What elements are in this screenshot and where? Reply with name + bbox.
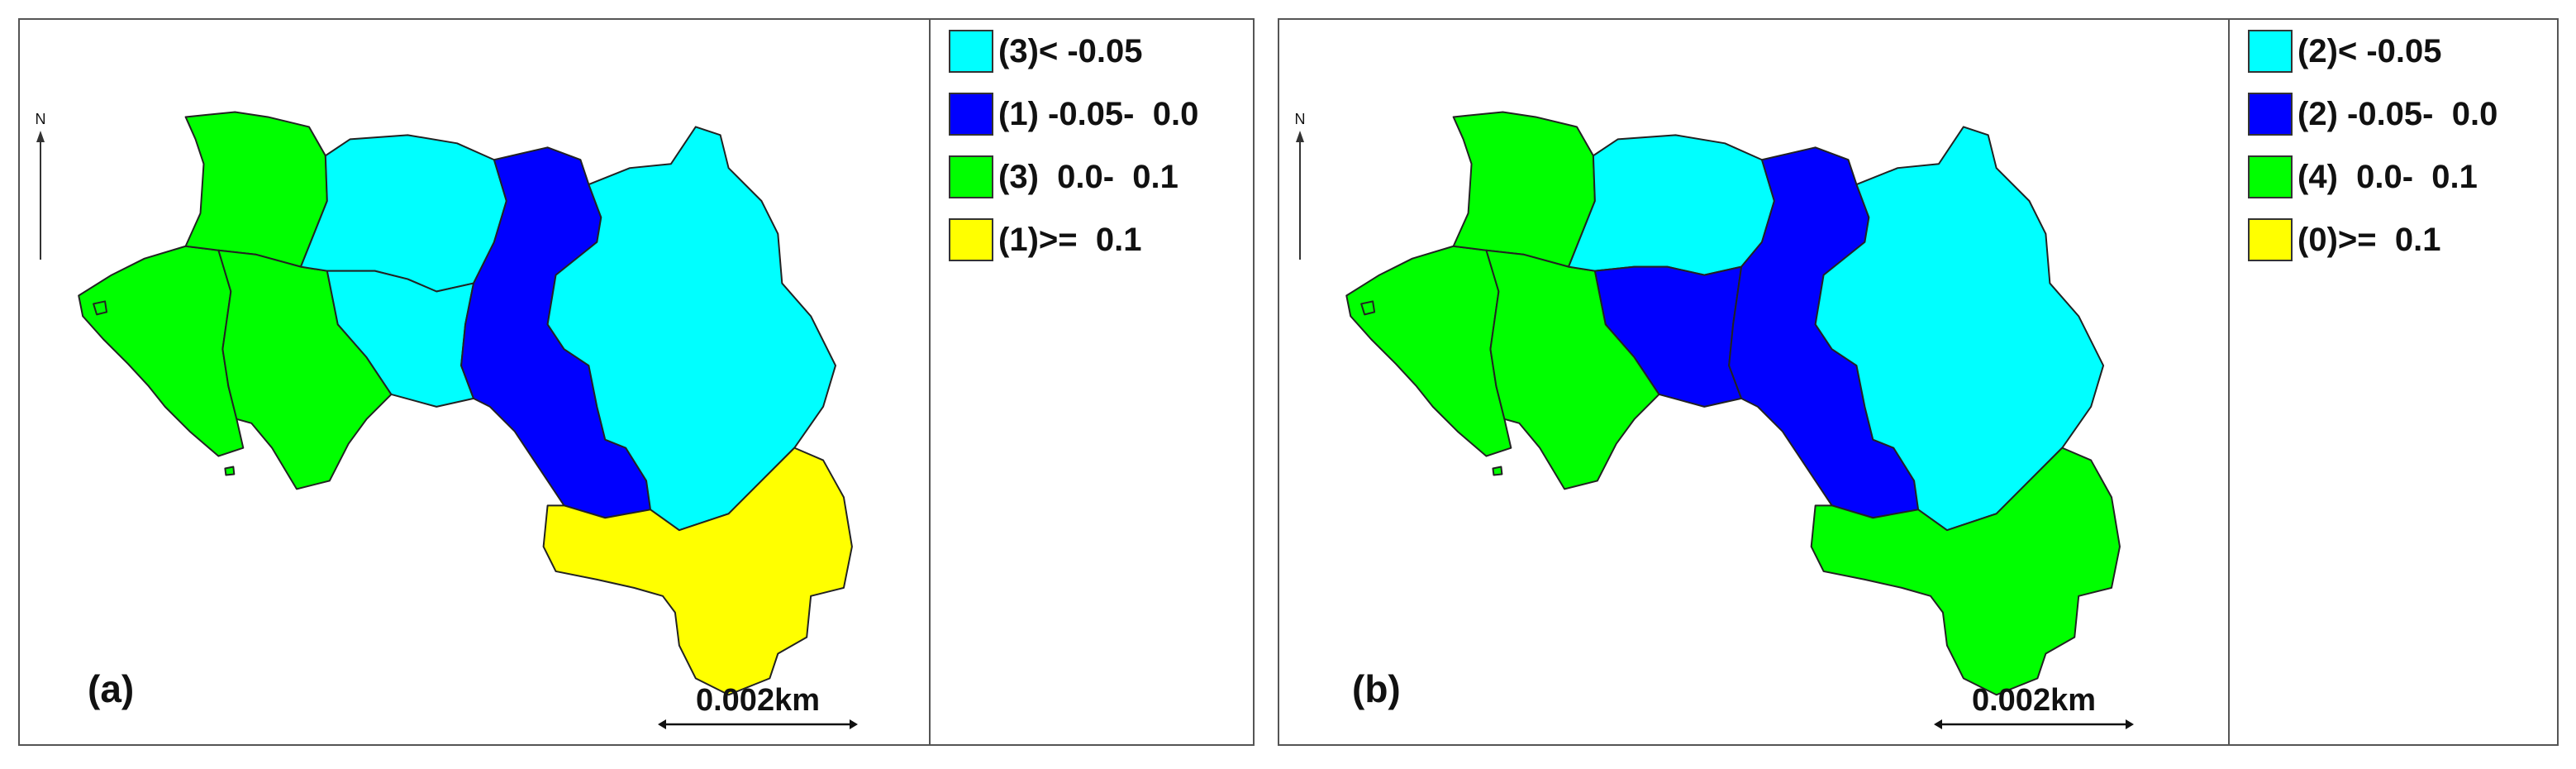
- north-arrow-b: N: [1288, 111, 1312, 260]
- legend-swatch: [949, 218, 993, 261]
- legend-item: (3) 0.0- 0.1: [949, 146, 1198, 208]
- region-north-west: [184, 111, 328, 268]
- north-label: N: [35, 111, 46, 127]
- legend-item: (2)< -0.05: [2248, 20, 2497, 83]
- legend-item: (1)>= 0.1: [949, 208, 1198, 271]
- legend-label: (1) -0.05- 0.0: [998, 95, 1199, 132]
- scale-text: 0.002km: [695, 683, 820, 718]
- legend-swatch: [2248, 218, 2293, 261]
- legend-item: (4) 0.0- 0.1: [2248, 146, 2497, 208]
- scale-line-icon: [658, 719, 858, 729]
- scale-bar-b: 0.002km: [1932, 683, 2136, 733]
- scale-bar-a: 0.002km: [656, 683, 859, 733]
- legend-swatch: [949, 93, 993, 136]
- north-label: N: [1294, 111, 1306, 127]
- scale-text: 0.002km: [1971, 683, 2096, 718]
- legend-swatch: [2248, 93, 2293, 136]
- legend-swatch: [2248, 30, 2293, 73]
- map-area-b: N (b) 0.002km: [1279, 20, 2230, 744]
- map-area-a: N (a) 0.002km: [20, 20, 931, 744]
- choropleth-map-b: [1345, 111, 2121, 696]
- north-arrow-a: N: [28, 111, 53, 260]
- panel-label-b: (b): [1352, 667, 1401, 710]
- legend-b: (2)< -0.05 (2) -0.05- 0.0 (4) 0.0- 0.1 (…: [2248, 20, 2497, 271]
- legend-item: (2) -0.05- 0.0: [2248, 83, 2497, 146]
- legend-swatch: [949, 155, 993, 198]
- region-small-islet: [1492, 466, 1503, 476]
- map-panel-a: N (a) 0.002km (3)< -0.05 (1) -0.05- 0.0: [18, 18, 1255, 746]
- legend-swatch: [2248, 155, 2293, 198]
- region-coast-islet: [1360, 300, 1376, 316]
- legend-item: (0)>= 0.1: [2248, 208, 2497, 271]
- region-forest-guinea: [542, 447, 853, 696]
- legend-swatch: [949, 30, 993, 73]
- legend-a: (3)< -0.05 (1) -0.05- 0.0 (3) 0.0- 0.1 (…: [949, 20, 1198, 271]
- scale-line-icon: [1934, 719, 2134, 729]
- region-coast-islet: [93, 300, 108, 316]
- legend-label: (1)>= 0.1: [998, 221, 1142, 258]
- region-north-west: [1452, 111, 1596, 268]
- panel-label-a: (a): [88, 667, 135, 710]
- north-arrow-icon: [1296, 131, 1304, 260]
- legend-item: (1) -0.05- 0.0: [949, 83, 1198, 146]
- region-west-coast: [1345, 245, 1512, 457]
- legend-label: (2) -0.05- 0.0: [2297, 95, 2498, 132]
- region-forest-guinea: [1810, 447, 2121, 696]
- legend-item: (3)< -0.05: [949, 20, 1198, 83]
- region-west-coast: [78, 245, 245, 457]
- region-north-central: [299, 134, 507, 293]
- legend-label: (3)< -0.05: [998, 32, 1143, 69]
- choropleth-map-a: [78, 111, 853, 696]
- region-small-islet: [224, 466, 236, 476]
- region-north-central: [1568, 134, 1775, 276]
- legend-label: (3) 0.0- 0.1: [998, 158, 1178, 195]
- map-panel-b: N (b) 0.002km (2)< -0.05 (2) -0.05- 0.0: [1278, 18, 2559, 746]
- legend-label: (2)< -0.05: [2297, 32, 2442, 69]
- legend-label: (4) 0.0- 0.1: [2297, 158, 2478, 195]
- legend-label: (0)>= 0.1: [2297, 221, 2441, 258]
- north-arrow-icon: [36, 131, 45, 260]
